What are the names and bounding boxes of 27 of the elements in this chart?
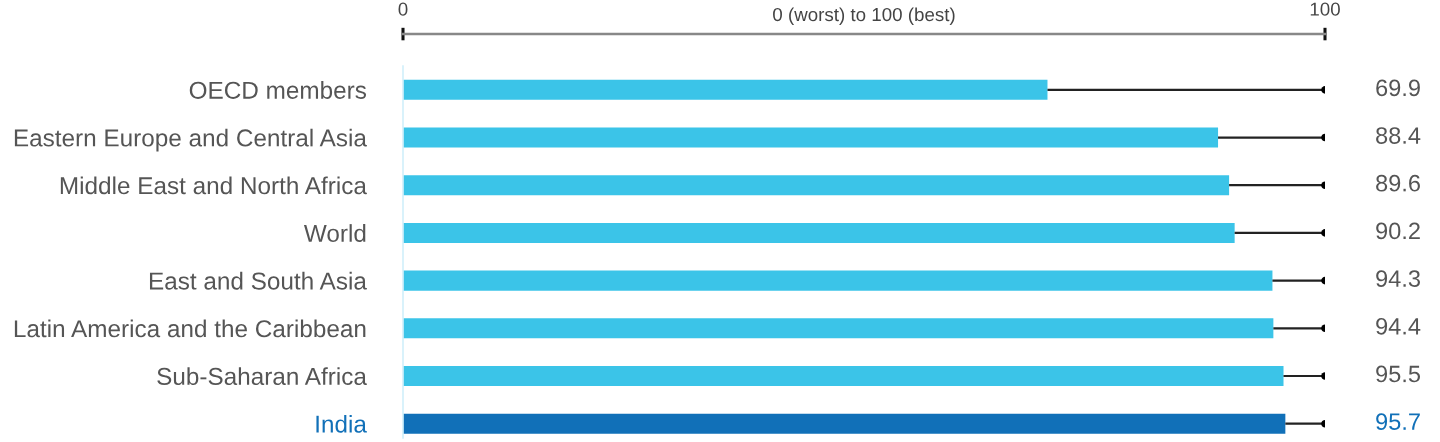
data-label: 69.9 <box>1376 79 1420 97</box>
data-label: 94.4 <box>1376 317 1421 335</box>
data-label: 95.5 <box>1376 365 1421 383</box>
bar <box>403 79 1048 100</box>
y-tick-label: Eastern Europe and Central Asia <box>14 128 367 152</box>
y-tick-label: East and South Asia <box>149 271 367 290</box>
data-label: 90.2 <box>1376 222 1420 240</box>
y-tick-label: Sub-Saharan Africa <box>157 367 367 386</box>
bar <box>403 127 1219 148</box>
bar <box>403 365 1284 387</box>
bar <box>403 222 1235 243</box>
bar <box>403 413 1286 434</box>
bar <box>403 175 1230 196</box>
x-tick-label: 0 <box>398 2 408 16</box>
y-tick-label: Latin America and the Caribbean <box>14 319 366 338</box>
bar <box>403 270 1273 291</box>
x-axis-title: 0 (worst) to 100 (best) <box>773 7 955 25</box>
y-tick-label: India <box>316 414 367 433</box>
y-tick-label: Middle East and North Africa <box>60 176 367 195</box>
bar <box>403 318 1274 339</box>
y-tick-label: OECD members <box>189 81 367 99</box>
data-label: 94.3 <box>1376 270 1420 287</box>
data-label: 88.4 <box>1376 127 1421 144</box>
x-tick-label: 100 <box>1310 2 1340 16</box>
data-label: 95.7 <box>1376 413 1420 431</box>
data-label: 89.6 <box>1376 174 1420 192</box>
y-tick-label: World <box>303 224 366 242</box>
